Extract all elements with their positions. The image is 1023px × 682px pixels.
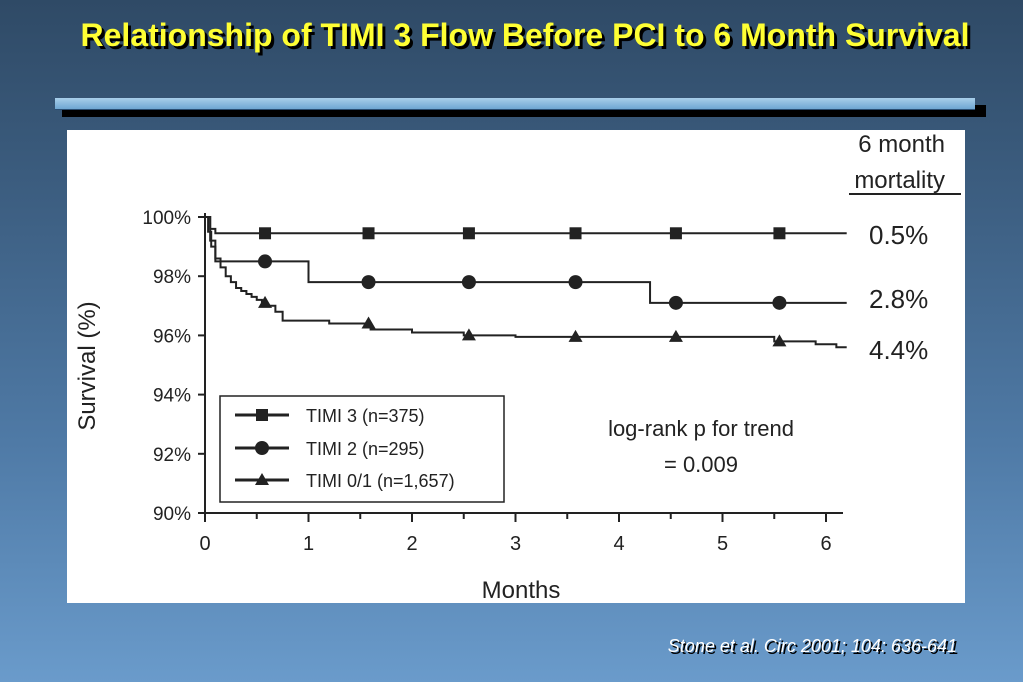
- slide-title: Relationship of TIMI 3 Flow Before PCI t…: [80, 17, 970, 53]
- circle-marker: [772, 295, 787, 310]
- circle-marker: [668, 295, 683, 310]
- series-line-timi2: [205, 216, 847, 304]
- x-tick-label: 5: [717, 533, 728, 555]
- chart-series: [205, 216, 847, 349]
- square-marker: [362, 227, 375, 240]
- y-axis-label: Survival (%): [74, 301, 101, 430]
- square-marker: [259, 227, 272, 240]
- mortality-header-line-2: mortality: [854, 167, 945, 194]
- square-marker: [569, 227, 582, 240]
- y-tick-label: 98%: [153, 267, 191, 288]
- circle-marker: [568, 275, 583, 290]
- chart-panel: 90% 92% 94% 96% 98% 100% 0 1 2 3 4 5 6 6 month morta…: [67, 130, 965, 603]
- triangle-marker: [361, 316, 376, 329]
- y-tick-label: 92%: [153, 445, 191, 466]
- chart-legend: TIMI 3 (n=375) TIMI 2 (n=295) TIMI 0/1 (…: [219, 395, 505, 503]
- triangle-marker: [461, 328, 476, 341]
- y-tick-label: 90%: [153, 504, 191, 525]
- legend-label-timi01: TIMI 0/1 (n=1,657): [306, 471, 455, 491]
- x-tick-label: 6: [820, 533, 831, 555]
- x-tick-label: 2: [406, 533, 417, 555]
- mortality-header-line-1: 6 month: [858, 131, 945, 158]
- y-tick-label: 94%: [153, 386, 191, 407]
- mortality-value-timi2: 2.8%: [869, 284, 928, 314]
- triangle-marker: [568, 329, 583, 342]
- triangle-marker: [668, 329, 683, 342]
- citation: Stone et al. Circ 2001; 104: 636-641: [667, 636, 957, 656]
- x-axis-label: Months: [482, 577, 561, 603]
- y-tick-label: 100%: [142, 208, 191, 229]
- legend-triangle-marker: [255, 473, 269, 485]
- triangle-marker: [772, 334, 787, 347]
- square-marker: [462, 227, 475, 240]
- chart-axes: 90% 92% 94% 96% 98% 100% 0 1 2 3 4 5 6: [142, 208, 843, 555]
- x-tick-label: 1: [303, 533, 314, 555]
- survival-chart: 90% 92% 94% 96% 98% 100% 0 1 2 3 4 5 6 6 month morta…: [74, 131, 961, 603]
- x-tick-label: 4: [613, 533, 624, 555]
- mortality-value-timi01: 4.4%: [869, 335, 928, 365]
- x-tick-label: 3: [510, 533, 521, 555]
- title-divider: [55, 98, 975, 110]
- square-marker: [773, 227, 786, 240]
- legend-square-marker: [256, 409, 268, 421]
- logrank-annotation-line-2: = 0.009: [664, 452, 738, 477]
- square-marker: [669, 227, 682, 240]
- x-tick-label: 0: [199, 533, 210, 555]
- circle-marker: [461, 275, 476, 290]
- logrank-annotation-line-1: log-rank p for trend: [608, 416, 794, 441]
- triangle-marker: [258, 295, 273, 308]
- legend-label-timi2: TIMI 2 (n=295): [306, 439, 425, 459]
- legend-label-timi3: TIMI 3 (n=375): [306, 406, 425, 426]
- y-tick-label: 96%: [153, 326, 191, 347]
- chart-markers: [258, 227, 787, 347]
- mortality-value-timi3: 0.5%: [869, 220, 928, 250]
- circle-marker: [258, 254, 273, 269]
- legend-circle-marker: [255, 441, 269, 455]
- series-line-timi3: [205, 216, 847, 235]
- circle-marker: [361, 275, 376, 290]
